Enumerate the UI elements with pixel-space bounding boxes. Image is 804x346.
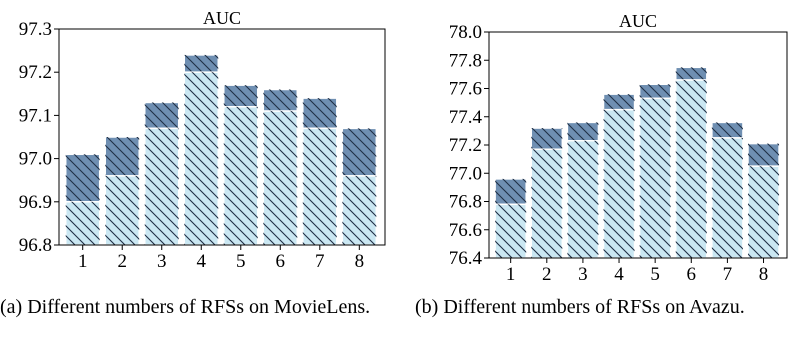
auc-chart-movielens: 1 2 3 4 5 6 7 8 96.8 96.9 97.0 97.1 97.2 97.3 AUC: [19, 8, 386, 272]
bar-upper-hatch-8: [342, 128, 377, 176]
plot-frame: [58, 28, 386, 246]
x-tick-label-3: 3: [157, 251, 167, 272]
y-tick-label: 76.6: [449, 220, 482, 241]
y-tick-label: 96.8: [19, 235, 52, 256]
y-tick-label: 96.9: [19, 192, 52, 213]
x-tick-label-6: 6: [276, 251, 286, 272]
x-tick-label-5: 5: [236, 251, 246, 272]
bar-upper-hatch-8: [747, 143, 780, 167]
x-tick-label-8: 8: [759, 264, 769, 285]
bar-upper-hatch-4: [184, 54, 219, 73]
y-tick-label: 97.0: [19, 149, 52, 170]
x-tick-label-4: 4: [197, 251, 207, 272]
x-tick-label-1: 1: [78, 251, 88, 272]
y-tick-label: 77.2: [449, 135, 482, 156]
bar-base-hatch-7: [711, 137, 743, 258]
x-tick-label-2: 2: [117, 251, 127, 272]
auc-chart-avazu: 1 2 3 4 5 6 7 8 76.4 76.6 76.8 77.0 77.2 77.4 77.6 77.8…: [449, 11, 788, 285]
x-tick-label-6: 6: [687, 264, 697, 285]
bar-base-hatch-5: [639, 98, 671, 258]
bar-base-hatch-2: [105, 175, 140, 245]
x-tick-label-1: 1: [506, 264, 516, 285]
x-tick-label-2: 2: [542, 264, 552, 285]
bar-base-hatch-4: [184, 72, 219, 245]
y-tick-label: 97.3: [19, 19, 52, 40]
bar-upper-hatch-6: [263, 89, 298, 112]
bar-base-hatch-6: [675, 80, 707, 259]
bar-upper-hatch-1: [65, 154, 100, 202]
bar-upper-hatch-6: [675, 67, 707, 81]
bar-upper-hatch-7: [711, 122, 743, 138]
x-tick-label-4: 4: [614, 264, 624, 285]
bar-base-hatch-3: [144, 128, 179, 245]
y-tick-label: 76.4: [449, 248, 483, 269]
y-tick-label: 78.0: [449, 22, 482, 43]
bar-upper-hatch-7: [302, 98, 337, 129]
bars: [64, 54, 378, 246]
bar-base-hatch-3: [567, 140, 599, 258]
y-tick-label: 76.8: [449, 192, 482, 213]
bar-base-hatch-8: [342, 175, 377, 245]
y-tick-label: 77.4: [449, 107, 483, 128]
x-tick-label-8: 8: [355, 251, 365, 272]
figure-movielens: 1 2 3 4 5 6 7 8 96.8 96.9 97.0 97.1 97.2 97.3 AUC (a) …: [0, 0, 400, 346]
x-tick-label-5: 5: [650, 264, 660, 285]
bar-base-hatch-4: [603, 109, 635, 258]
caption-avazu: (b) Different numbers of RFSs on Avazu.: [415, 296, 745, 318]
bar-upper-hatch-2: [105, 137, 140, 176]
figure-avazu: 1 2 3 4 5 6 7 8 76.4 76.6 76.8 77.0 77.2 77.4 77.6 77.8…: [404, 0, 804, 346]
bar-base-hatch-1: [65, 201, 100, 245]
bar-upper-hatch-3: [567, 122, 599, 141]
y-tick-label: 97.1: [19, 105, 52, 126]
bar-upper-hatch-3: [144, 102, 179, 129]
x-tick-label-7: 7: [315, 251, 325, 272]
y-tick-label: 77.8: [449, 50, 482, 71]
bar-base-hatch-5: [223, 106, 258, 245]
chart-title: AUC: [203, 8, 241, 28]
bar-upper-hatch-4: [603, 94, 635, 110]
bar-base-hatch-7: [302, 128, 337, 245]
y-tick-label: 77.0: [449, 163, 482, 184]
y-tick-label: 97.2: [19, 62, 52, 83]
bar-base-hatch-8: [747, 166, 780, 258]
chart-title: AUC: [619, 11, 657, 31]
x-tick-label-3: 3: [578, 264, 588, 285]
bar-base-hatch-6: [263, 111, 298, 245]
bar-base-hatch-2: [531, 149, 563, 258]
x-tick-label-7: 7: [723, 264, 733, 285]
y-tick-label: 77.6: [449, 79, 482, 100]
bar-upper-hatch-1: [495, 178, 527, 205]
bars: [494, 66, 780, 259]
bar-upper-hatch-5: [223, 85, 258, 107]
bar-upper-hatch-5: [639, 84, 671, 99]
bar-base-hatch-1: [495, 204, 527, 258]
bar-upper-hatch-2: [531, 128, 563, 150]
caption-movielens: (a) Different numbers of RFSs on MovieLe…: [0, 296, 371, 318]
